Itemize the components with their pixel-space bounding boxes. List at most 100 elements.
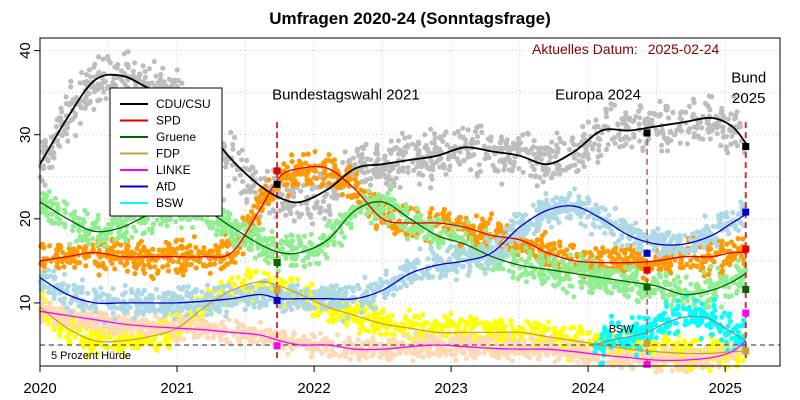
poll-dot <box>60 249 66 255</box>
poll-dot <box>129 234 135 240</box>
poll-dot <box>579 138 585 145</box>
poll-dot <box>303 200 309 207</box>
poll-dot <box>416 170 422 176</box>
poll-dot <box>622 273 628 280</box>
poll-dot <box>326 218 333 225</box>
poll-dot <box>324 191 330 197</box>
poll-dot <box>188 261 194 267</box>
poll-dot <box>375 192 382 198</box>
poll-dot <box>266 177 272 183</box>
poll-dot <box>385 190 391 197</box>
poll-dot <box>385 316 391 322</box>
poll-dot <box>465 219 471 225</box>
poll-dot <box>137 71 143 77</box>
poll-dot <box>612 140 618 146</box>
poll-dot <box>70 116 76 122</box>
poll-dot <box>463 215 469 221</box>
poll-dot <box>684 141 691 147</box>
poll-dot <box>283 239 289 245</box>
poll-dot <box>140 231 146 237</box>
poll-dot <box>428 157 434 163</box>
poll-dot <box>674 340 680 346</box>
poll-dot <box>63 131 69 137</box>
poll-dot <box>517 140 524 146</box>
poll-dot <box>151 59 157 65</box>
poll-dot <box>481 143 487 149</box>
poll-dot <box>305 206 311 213</box>
poll-dot <box>630 250 636 256</box>
poll-dot <box>40 163 47 169</box>
poll-dot <box>359 144 365 150</box>
poll-dot <box>150 275 156 282</box>
poll-dot <box>651 261 657 267</box>
poll-dot <box>356 330 362 336</box>
poll-dot <box>291 190 297 196</box>
poll-dot <box>535 151 541 157</box>
poll-dot <box>256 220 262 226</box>
poll-dot <box>548 241 554 247</box>
poll-dot <box>720 129 726 135</box>
poll-dot <box>420 354 426 360</box>
poll-dot <box>671 277 677 284</box>
poll-dot <box>244 199 250 205</box>
poll-dot <box>723 146 729 152</box>
poll-dot <box>97 97 103 103</box>
poll-dot <box>100 80 106 86</box>
poll-dot <box>84 211 90 217</box>
poll-dot <box>321 176 327 182</box>
poll-dot <box>105 221 111 227</box>
poll-dot <box>76 244 82 250</box>
poll-dot <box>601 267 608 273</box>
poll-dot <box>86 90 92 96</box>
poll-dot <box>355 337 361 343</box>
poll-dot <box>629 287 635 293</box>
poll-dot <box>465 127 471 133</box>
poll-dot <box>228 229 234 235</box>
poll-dot <box>535 257 541 263</box>
poll-dot <box>154 217 160 223</box>
poll-dot <box>158 76 164 82</box>
poll-dot <box>664 148 671 154</box>
poll-dot <box>560 167 566 173</box>
poll-dot <box>414 164 420 170</box>
poll-dot <box>312 205 318 211</box>
poll-dot <box>622 264 628 270</box>
poll-dot <box>149 80 155 86</box>
poll-dot <box>609 136 615 142</box>
poll-dot <box>325 173 331 179</box>
poll-dot <box>587 289 593 295</box>
poll-dot <box>429 238 435 244</box>
poll-dot <box>141 244 147 250</box>
poll-dot <box>322 168 328 174</box>
poll-dot <box>104 236 110 242</box>
poll-dot <box>531 151 537 157</box>
poll-dot <box>244 272 250 278</box>
poll-dot <box>719 105 725 111</box>
poll-dot <box>504 143 510 150</box>
poll-dot <box>51 155 57 161</box>
poll-dot <box>240 251 246 257</box>
poll-dot <box>593 246 599 252</box>
poll-dot <box>700 136 706 142</box>
poll-dot <box>414 234 420 240</box>
poll-dot <box>370 334 376 340</box>
poll-dot <box>402 321 408 328</box>
poll-dot <box>489 211 495 217</box>
poll-dot <box>474 173 480 179</box>
poll-dot <box>295 233 301 239</box>
poll-dot <box>483 151 489 157</box>
poll-dot <box>460 125 466 131</box>
poll-dot <box>538 262 544 268</box>
poll-dot <box>42 182 48 188</box>
poll-dot <box>424 236 430 242</box>
poll-dot <box>336 240 342 246</box>
poll-dot <box>608 250 614 256</box>
poll-dot <box>427 210 433 216</box>
poll-dot <box>265 201 271 207</box>
poll-dot <box>457 149 463 155</box>
poll-dot <box>394 226 400 232</box>
poll-dot <box>265 271 271 277</box>
poll-dot <box>142 220 148 226</box>
poll-dot <box>470 139 477 146</box>
poll-dot <box>572 162 578 168</box>
